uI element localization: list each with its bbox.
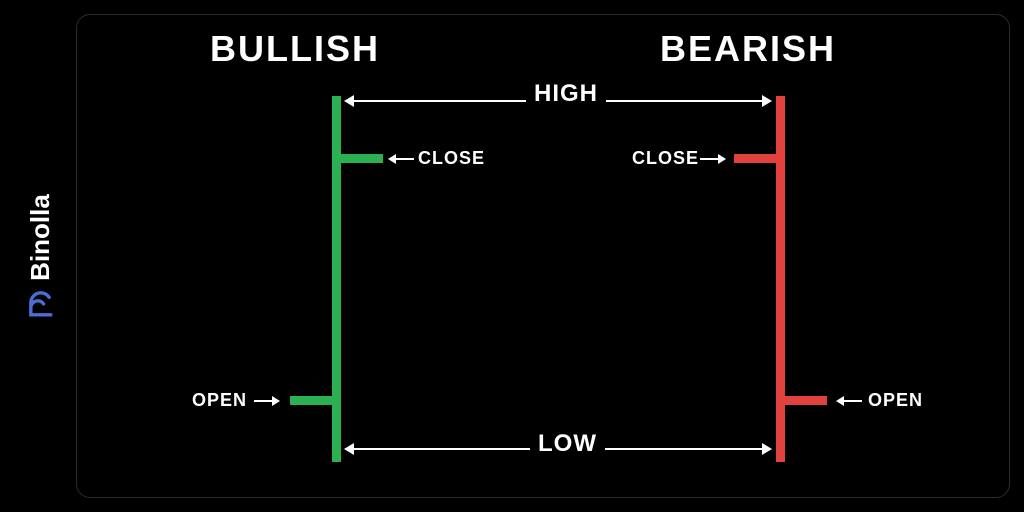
bullish-open-label: OPEN	[192, 390, 247, 411]
brand-logo-icon	[26, 290, 54, 318]
bearish-open-label: OPEN	[868, 390, 923, 411]
bearish-close-label: CLOSE	[632, 148, 699, 169]
brand-name: Binolla	[25, 194, 56, 281]
brand: Binolla	[10, 0, 70, 512]
heading-bullish: BULLISH	[210, 28, 380, 70]
bearish-close-tick	[734, 154, 776, 163]
bearish-bar	[776, 96, 785, 462]
bullish-close-tick	[341, 154, 383, 163]
bullish-bar	[332, 96, 341, 462]
high-arrow-right-icon	[762, 95, 772, 107]
high-label: HIGH	[526, 80, 606, 108]
low-arrow-right-icon	[762, 443, 772, 455]
low-arrow-left-icon	[344, 443, 354, 455]
heading-bearish: BEARISH	[660, 28, 836, 70]
low-label: LOW	[530, 430, 605, 458]
high-arrow-left-icon	[344, 95, 354, 107]
bullish-close-label: CLOSE	[418, 148, 485, 169]
bullish-open-tick	[290, 396, 332, 405]
brand-inner: Binolla	[25, 194, 56, 319]
stage: Binolla BULLISH BEARISH HIGH LOW CLOSE O…	[0, 0, 1024, 512]
bearish-open-tick	[785, 396, 827, 405]
